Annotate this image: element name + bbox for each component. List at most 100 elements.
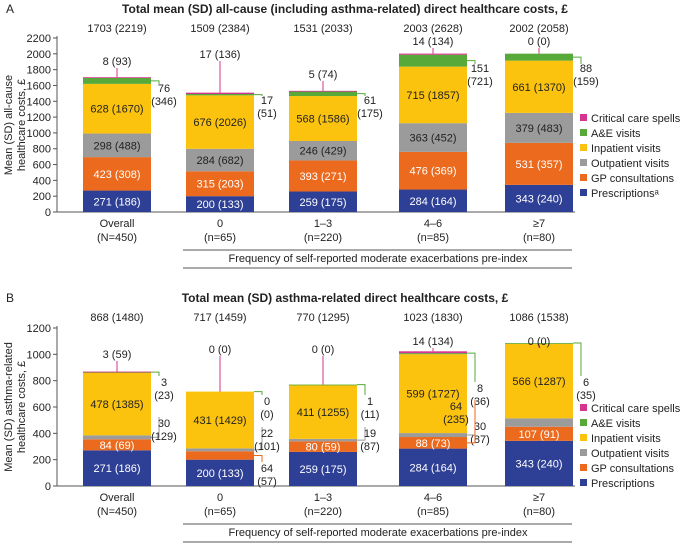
data-label: 568 (1586) [296, 114, 349, 126]
legend-label: GP consultations [591, 173, 674, 185]
total-label: 2003 (2628) [403, 23, 462, 35]
bar-segment [399, 437, 467, 449]
legend-swatch [580, 189, 587, 196]
y-tick-label: 800 [33, 144, 51, 156]
data-label: 363 (452) [409, 133, 456, 145]
outpatient-label: 19 [364, 428, 376, 440]
bar-segment [289, 91, 357, 97]
gp-label: 64 [450, 401, 462, 413]
data-label: 599 (1727) [406, 389, 459, 401]
outpatient-label: 22 [261, 428, 273, 440]
outpatient-label: (87) [470, 434, 490, 446]
ae-label: (36) [470, 396, 490, 408]
leader-line [254, 454, 263, 462]
legend-label: Prescriptionsᵃ [591, 188, 660, 200]
data-label: 284 (164) [409, 196, 456, 208]
y-axis-label: Mean (SD) all-cause [3, 75, 15, 175]
legend-swatch [580, 144, 587, 151]
leader-line [151, 80, 160, 84]
legend-label: GP consultations [591, 463, 674, 475]
bar-segment [289, 384, 357, 386]
bar-segment [289, 191, 357, 212]
legend-swatch [580, 434, 587, 441]
total-label: 868 (1480) [90, 312, 143, 324]
gp-label: 64 [261, 463, 273, 475]
bar-segment [289, 384, 357, 439]
panel-b: B Total mean (SD) asthma-related direct h… [3, 291, 681, 543]
leader-line [151, 371, 160, 376]
critical-care-label: 14 (134) [413, 336, 454, 348]
critical-care-label: 0 (0) [528, 36, 551, 48]
leader-line [151, 417, 160, 438]
chart-title: Total mean (SD) all-cause (including ast… [122, 2, 568, 16]
data-label: 531 (357) [515, 159, 562, 171]
bar-segment [186, 171, 254, 197]
total-label: 1509 (2384) [190, 23, 249, 35]
bar-segment [399, 351, 467, 354]
legend-swatch [580, 419, 587, 426]
y-tick-label: 800 [33, 376, 51, 388]
leader-line [357, 384, 366, 395]
bar-segment [289, 438, 357, 442]
legend-label: Inpatient visits [591, 433, 661, 445]
data-label: 566 (1287) [512, 376, 565, 388]
y-tick-label: 200 [33, 455, 51, 467]
data-label: 343 (240) [515, 458, 562, 470]
legend-label: Critical care spells [591, 113, 681, 125]
ae-label: (175) [357, 108, 383, 120]
data-label: 379 (483) [515, 123, 562, 135]
panel-letter: B [6, 291, 14, 305]
legend-label: Inpatient visits [591, 143, 661, 155]
x-tick-n-label: (N=450) [97, 506, 137, 518]
bar-segment [505, 112, 573, 143]
x-tick-label: 0 [217, 492, 223, 504]
bar-segment [505, 418, 573, 427]
data-label: 84 (69) [100, 440, 135, 452]
bar-segment [505, 142, 573, 185]
ae-label: 76 [158, 83, 170, 95]
legend-swatch [580, 159, 587, 166]
data-label: 284 (164) [409, 462, 456, 474]
critical-care-label: 0 (0) [209, 344, 232, 356]
y-tick-label: 1400 [27, 96, 51, 108]
total-label: 770 (1295) [296, 312, 349, 324]
data-label: 478 (1385) [90, 399, 143, 411]
data-label: 246 (429) [299, 146, 346, 158]
leader-line [254, 391, 263, 395]
panel-letter: A [6, 2, 14, 16]
bar-segment [83, 77, 151, 79]
leader-line [573, 342, 582, 376]
ae-label: 61 [364, 95, 376, 107]
outpatient-label: 30 [474, 421, 486, 433]
bar-segment [186, 93, 254, 96]
bar-segment [399, 54, 467, 67]
data-label: 259 (175) [299, 197, 346, 209]
leader-line [357, 93, 366, 96]
data-label: 628 (1670) [90, 104, 143, 116]
bar-segment [505, 53, 573, 61]
legend-swatch [580, 174, 587, 181]
legend-swatch [580, 479, 587, 486]
outpatient-label: (101) [254, 441, 280, 453]
bar-segment [186, 196, 254, 212]
x-tick-n-label: (N=450) [97, 232, 137, 244]
legend-swatch [580, 404, 587, 411]
x-tick-n-label: (n=65) [204, 506, 236, 518]
bar-segment [83, 439, 151, 451]
bar-segment [186, 148, 254, 172]
data-label: 411 (1255) [297, 407, 349, 419]
data-label: 715 (1857) [406, 90, 459, 102]
y-tick-label: 1000 [27, 349, 51, 361]
y-tick-label: 400 [33, 175, 51, 187]
x-group-label: Frequency of self-reported moderate exac… [229, 527, 528, 539]
bar-segment [399, 123, 467, 152]
critical-care-label: 14 (134) [413, 36, 454, 48]
leader-line [467, 400, 476, 444]
ae-label: 3 [161, 377, 167, 389]
bar-segment [289, 160, 357, 192]
total-label: 1531 (2033) [293, 23, 352, 35]
y-axis-label: Mean (SD) asthma-related [3, 342, 15, 472]
bar-segment [83, 190, 151, 212]
x-tick-label: 0 [217, 218, 223, 230]
